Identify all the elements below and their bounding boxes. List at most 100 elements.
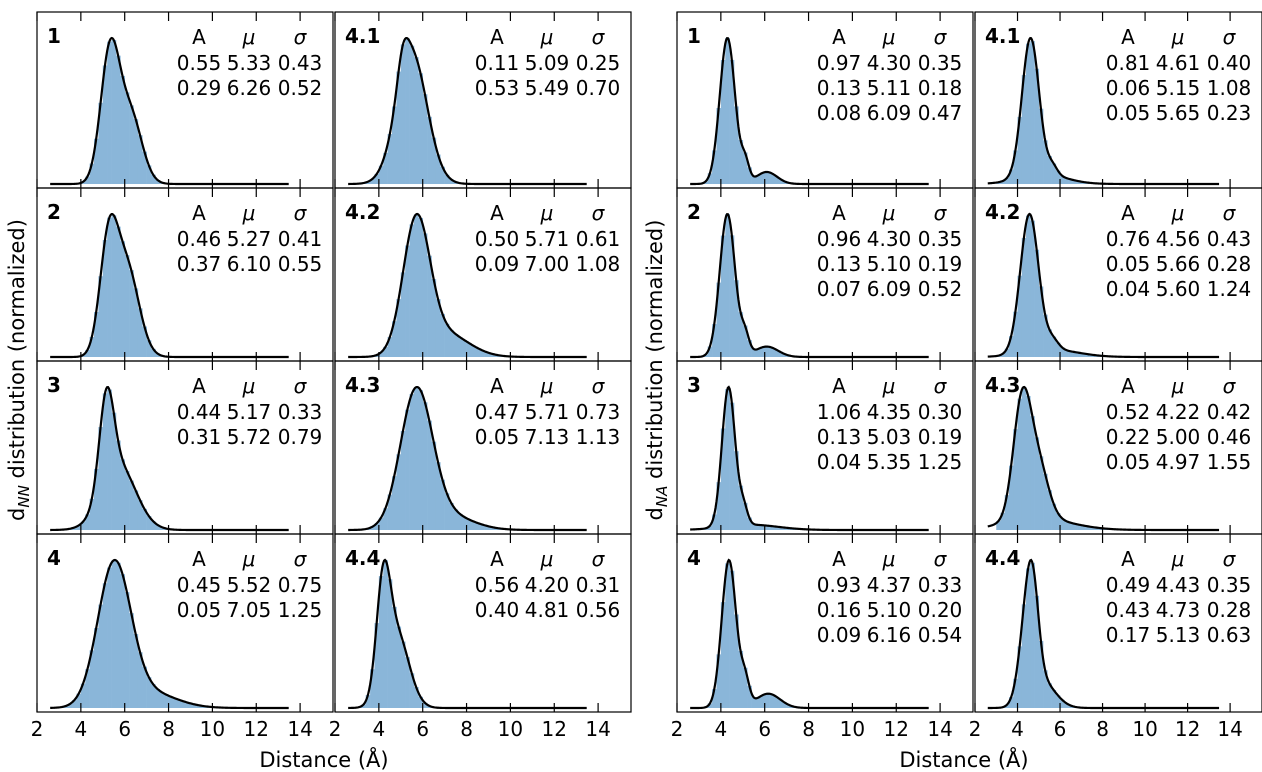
histogram-bar — [80, 683, 86, 708]
histogram-bar — [1055, 695, 1061, 708]
param-amplitude: 0.16 — [817, 598, 862, 622]
param-sigma: 0.61 — [576, 227, 621, 251]
param-sigma: 0.63 — [1207, 623, 1252, 647]
histogram-bar — [107, 567, 112, 708]
histogram-bar — [1013, 150, 1018, 184]
histogram-bar — [177, 699, 183, 708]
table-header: σ — [592, 374, 606, 398]
histogram-bar — [427, 255, 432, 357]
x-tick-label: 2 — [969, 717, 982, 741]
histogram-bar — [1072, 180, 1078, 184]
histogram-bar — [142, 666, 147, 708]
histogram-bar — [466, 342, 472, 357]
histogram-bar — [764, 693, 770, 708]
histogram-bar — [194, 704, 200, 708]
table-header: A — [832, 374, 846, 398]
histogram-bar — [405, 409, 410, 530]
table-header: A — [192, 547, 206, 571]
param-mu: 4.81 — [525, 598, 570, 622]
panel-label: 4.2 — [985, 200, 1020, 224]
table-header: A — [490, 201, 504, 225]
histogram-bar — [409, 673, 415, 708]
fit-curve — [987, 212, 1220, 359]
histogram-bar — [418, 390, 424, 530]
histogram-bar — [422, 233, 428, 357]
histogram-bar — [137, 135, 143, 184]
histogram-bar — [129, 105, 134, 184]
param-amplitude: 0.04 — [817, 450, 862, 474]
histogram-bar — [1009, 336, 1014, 357]
histogram-bar — [94, 312, 99, 357]
histogram-bar — [124, 592, 130, 708]
histogram-bar — [168, 696, 174, 708]
histogram-bar — [89, 498, 95, 530]
param-sigma: 0.25 — [576, 51, 621, 75]
histogram-bar — [422, 402, 428, 530]
histogram-bar — [777, 351, 783, 357]
histogram-bar — [484, 351, 489, 357]
histogram-bar — [151, 174, 156, 184]
x-tick-label: 6 — [1054, 717, 1067, 741]
histogram-bar — [98, 102, 104, 184]
x-tick-label: 4 — [714, 717, 727, 741]
param-mu: 4.30 — [867, 227, 912, 251]
param-amplitude: 0.05 — [1106, 101, 1151, 125]
histogram-bar — [1081, 353, 1086, 357]
histogram-bar — [137, 500, 143, 530]
param-mu: 7.00 — [525, 252, 570, 276]
param-amplitude: 0.05 — [1106, 252, 1151, 276]
histogram-bar — [387, 494, 393, 530]
histogram-bar — [365, 181, 371, 184]
param-mu: 5.72 — [227, 425, 272, 449]
histogram-bar — [1051, 690, 1057, 708]
histogram-bar — [94, 468, 99, 530]
panel-frame — [974, 533, 1262, 713]
histogram-bar — [374, 623, 380, 708]
table-header: A — [192, 374, 206, 398]
param-amplitude: 0.08 — [817, 101, 862, 125]
x-tick-label: 2 — [329, 717, 342, 741]
histogram-bar — [418, 696, 424, 708]
histogram-bar — [129, 613, 134, 708]
histogram-bar — [133, 633, 139, 708]
table-header: A — [490, 25, 504, 49]
param-mu: 5.17 — [227, 400, 272, 424]
fit-curve — [690, 558, 929, 710]
histogram-bar — [392, 476, 397, 530]
histogram-bar — [716, 654, 722, 708]
param-amplitude: 0.29 — [177, 76, 222, 100]
panel-label: 4.3 — [345, 373, 380, 397]
histogram-bar — [764, 171, 770, 184]
histogram-bar — [782, 527, 787, 530]
param-mu: 4.35 — [867, 400, 912, 424]
param-sigma: 0.43 — [278, 51, 323, 75]
histogram-bar — [400, 430, 406, 530]
param-sigma: 0.31 — [576, 573, 621, 597]
param-mu: 5.00 — [1156, 425, 1201, 449]
param-sigma: 0.75 — [278, 573, 323, 597]
histogram-bar — [400, 272, 406, 357]
histogram-bar — [1043, 670, 1048, 708]
param-amplitude: 0.06 — [1106, 76, 1151, 100]
param-amplitude: 0.09 — [817, 623, 862, 647]
histogram-bar — [457, 337, 463, 357]
histogram-bar — [1004, 495, 1010, 530]
histogram-bar — [1077, 181, 1082, 184]
param-amplitude: 0.56 — [475, 573, 520, 597]
histogram-bar — [1055, 170, 1061, 184]
histogram-bar — [133, 119, 139, 184]
histogram-bar — [155, 524, 161, 530]
param-amplitude: 0.05 — [475, 425, 520, 449]
param-amplitude: 0.31 — [177, 425, 222, 449]
param-sigma: 0.35 — [1207, 573, 1252, 597]
histogram-bar — [387, 337, 393, 357]
param-sigma: 0.18 — [918, 76, 963, 100]
histogram-bar — [479, 524, 485, 530]
histogram-bar — [712, 514, 717, 530]
param-mu: 4.22 — [1156, 400, 1201, 424]
histogram-bar — [773, 526, 779, 530]
histogram-bar — [782, 353, 787, 357]
histogram-bar — [370, 526, 375, 530]
